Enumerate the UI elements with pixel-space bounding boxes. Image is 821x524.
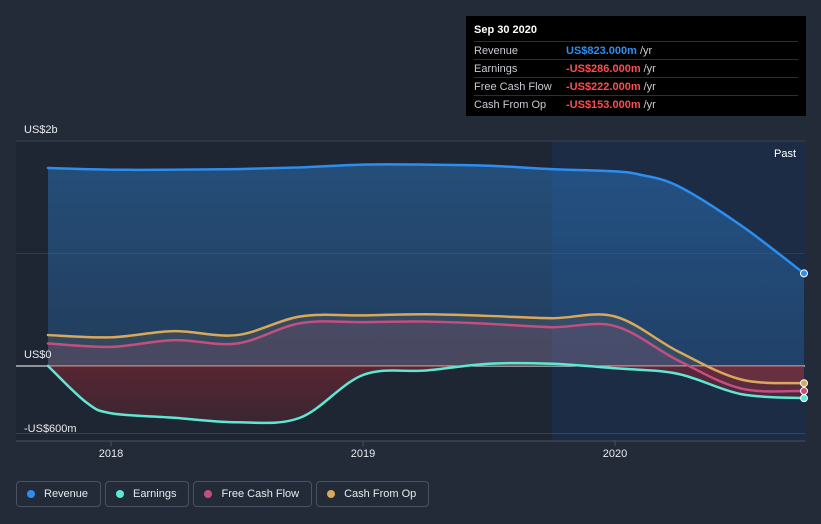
series-line-cash-from-op [46,312,806,385]
x-tick-2020: 2020 [602,448,628,460]
past-label: Past [774,148,797,160]
legend-dot-icon [116,490,125,498]
tooltip-label: Free Cash Flow [474,80,552,93]
tooltip-date: Sep 30 2020 [474,24,537,36]
tooltip-unit: /yr [639,44,653,57]
series-end-dot-revenue [800,269,808,278]
x-tick-2019: 2019 [350,448,376,460]
legend-label: Earnings [133,488,177,500]
legend-dot-icon [204,490,213,498]
tooltip-value: -US$153.000m [566,98,641,111]
tooltip-value: US$823.000m [566,44,637,57]
tooltip-row-cash-from-op: Cash From Op -US$153.000m /yr [474,95,798,113]
tooltip-row-free-cash-flow: Free Cash Flow -US$222.000m /yr [474,77,798,95]
legend-label: Free Cash Flow [221,488,300,500]
series-fill-earnings [48,363,804,423]
tooltip-label: Earnings [474,62,518,75]
legend-dot-icon [27,490,35,498]
legend: Revenue Earnings Free Cash Flow Cash Fro… [16,481,430,507]
tooltip-unit: /yr [643,80,656,93]
legend-item-cash-from-op[interactable]: Cash From Op [316,481,430,507]
series-fill-cash-from-op [48,314,804,384]
series-lines [46,163,806,425]
series-line-revenue [46,163,806,275]
legend-label: Cash From Op [344,488,417,500]
series-line-earnings [46,361,806,425]
legend-label: Revenue [44,488,89,500]
tooltip-unit: /yr [643,98,656,111]
y-axis-label-zero: US$0 [24,349,52,361]
legend-dot-icon [327,490,336,498]
tooltip-row-revenue: Revenue US$823.000m /yr [474,41,798,59]
y-axis-label-top: US$2b [24,124,58,136]
x-tick-2018: 2018 [98,448,124,460]
series-end-dot-free-cash-flow [800,386,808,395]
tooltip-label: Revenue [474,44,519,57]
legend-item-revenue[interactable]: Revenue [16,481,102,507]
tooltip-unit: /yr [643,62,656,75]
legend-item-free-cash-flow[interactable]: Free Cash Flow [193,481,313,507]
series-fill-free-cash-flow [48,321,804,392]
series-end-dot-cash-from-op [800,379,808,388]
tooltip-label: Cash From Op [474,98,547,111]
tooltip-value: -US$222.000m [566,80,641,93]
series-line-free-cash-flow [46,320,806,393]
tooltip-row-earnings: Earnings -US$286.000m /yr [474,59,798,77]
data-tooltip: Sep 30 2020 Revenue US$823.000m /yr Earn… [466,16,806,116]
series-end-dot-earnings [800,394,808,403]
series-end-dots [800,269,808,403]
tooltip-value: -US$286.000m [566,62,641,75]
y-axis-label-bottom: -US$600m [24,423,77,435]
legend-item-earnings[interactable]: Earnings [105,481,190,507]
